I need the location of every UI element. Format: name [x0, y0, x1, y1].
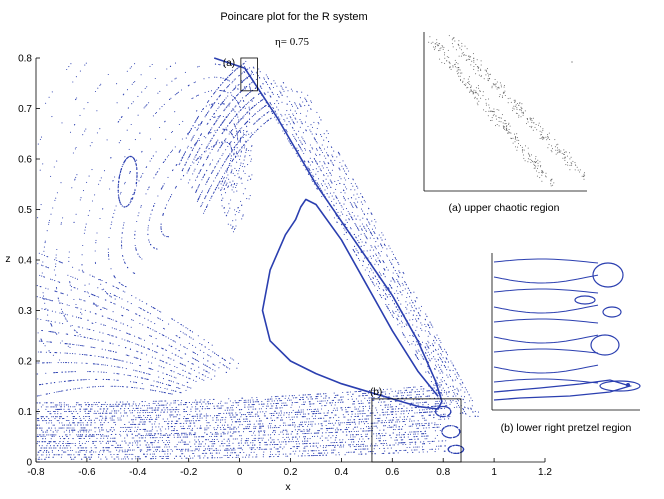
y-tick-label: 0.2 [18, 357, 32, 368]
main-plot-area: (a) (b) -0.8 -0.6 -0.4 -0.2 0 0.2 0.4 0.6 0.8 1 1.… [5, 54, 552, 494]
zoom-box-a [240, 57, 258, 92]
inset-b: (b) lower right pretzel region [484, 250, 664, 434]
chart-subtitle: η= 0.75 [275, 36, 309, 48]
x-tick-label: -0.2 [180, 467, 198, 478]
zoom-label-b: (b) [370, 387, 382, 398]
x-tick-label: 0.8 [436, 467, 450, 478]
y-tick-label: 0.8 [18, 54, 32, 65]
zoom-label-a: (a) [223, 58, 235, 69]
separatrix-curve [213, 57, 443, 410]
x-tick-label: 1.2 [538, 467, 552, 478]
inset-a-caption: (a) upper chaotic region [449, 202, 560, 214]
y-tick-label: 0.6 [18, 155, 32, 166]
x-tick-label: 0.2 [284, 467, 298, 478]
inset-b-caption: (b) lower right pretzel region [501, 422, 632, 434]
x-tick-label: -0.8 [27, 467, 45, 478]
x-tick-label: 1 [491, 467, 497, 478]
inset-a: (a) upper chaotic region [418, 30, 618, 214]
poincare-points [36, 60, 480, 460]
y-tick-label: 0.7 [18, 104, 32, 115]
x-ticks: -0.8 -0.6 -0.4 -0.2 0 0.2 0.4 0.6 0.8 1 1.2 [27, 458, 552, 478]
inset-b-points [493, 258, 641, 401]
x-tick-label: -0.6 [78, 467, 96, 478]
y-tick-label: 0.4 [18, 256, 32, 267]
y-tick-label: 0.1 [18, 407, 32, 418]
x-axis-label: x [285, 481, 291, 493]
y-axis-label: z [5, 253, 10, 265]
y-ticks: 0 0.1 0.2 0.3 0.4 0.5 0.6 0.7 0.8 [18, 54, 40, 469]
x-tick-label: 0.6 [385, 467, 399, 478]
y-tick-label: 0 [26, 458, 32, 469]
y-tick-label: 0.3 [18, 306, 32, 317]
inset-a-points [428, 35, 586, 187]
x-tick-label: 0 [237, 467, 243, 478]
chart-title: Poincare plot for the R system [220, 11, 367, 23]
x-tick-label: 0.4 [334, 467, 348, 478]
x-tick-label: -0.4 [129, 467, 147, 478]
y-tick-label: 0.5 [18, 205, 32, 216]
zoom-box-b [371, 398, 462, 463]
